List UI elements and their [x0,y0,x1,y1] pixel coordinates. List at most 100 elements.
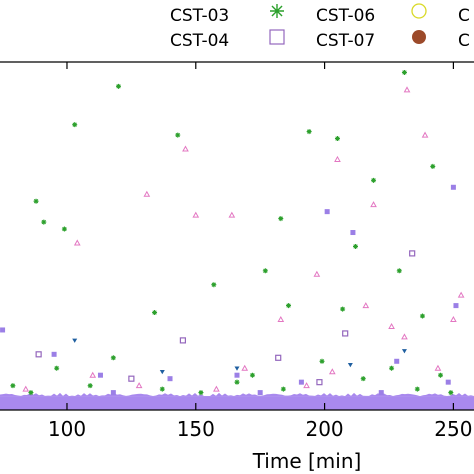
data-point-series-4 [445,379,451,385]
data-point-cst-03 [249,372,255,378]
data-point-series-6 [347,363,353,368]
data-point-series-4 [167,376,173,382]
data-point-series-6 [234,366,240,371]
data-point-cst-03 [33,198,39,204]
axes: 100 150 200 250 [0,61,474,441]
data-point-cst-03 [159,386,165,392]
legend-label-cst-04: CST-04 [170,31,229,51]
x-axis-label: Time [min] [252,449,362,473]
data-point-series-5 [135,382,143,389]
data-point-cst-04 [409,250,416,257]
data-point-series-5 [313,270,321,277]
legend-label-cst-07: CST-07 [316,31,375,51]
data-point-series-4 [378,390,384,396]
x-tick-label: 200 [305,417,343,441]
data-point-series-5 [143,190,151,197]
legend-marker-cst-03 [270,4,284,18]
data-point-cst-03 [116,83,121,89]
data-point-series-4 [350,230,356,236]
baseline-band [0,396,474,410]
data-point-series-5 [89,371,97,378]
data-point-cst-04 [128,375,135,382]
data-point-series-5 [277,315,285,323]
data-point-series-4 [450,184,456,190]
data-point-series-4 [394,358,400,364]
data-point-cst-03 [87,383,93,389]
data-point-cst-03 [41,219,47,225]
data-point-cst-03 [371,177,377,183]
data-point-cst-03 [419,313,425,319]
data-point-cst-03 [401,69,407,75]
data-point-cst-03 [280,386,286,392]
data-point-cst-04 [316,379,323,386]
data-point-cst-03 [152,310,158,316]
data-point-cst-03 [286,303,292,309]
data-point-series-5 [388,322,395,329]
legend-clipped-label: C [458,31,470,51]
data-point-cst-03 [334,136,340,142]
data-point-cst-03 [414,386,420,392]
data-point-series-4 [97,372,103,378]
data-point-cst-03 [72,122,78,128]
data-point-series-5 [450,315,457,323]
data-point-series-5 [421,131,429,138]
data-point-series-4 [453,303,459,309]
data-point-cst-03 [28,390,34,396]
data-point-series-6 [401,349,407,354]
data-point-cst-03 [278,216,284,222]
data-point-series-5 [362,302,370,309]
data-point-series-5 [401,333,408,340]
data-point-cst-03 [438,372,444,378]
baseline-band-edge [0,392,474,397]
data-point-cst-03 [319,358,325,364]
data-point-cst-03 [389,365,395,371]
data-point-cst-03 [448,390,454,396]
data-point-series-6 [72,338,78,343]
data-point-series-5 [303,382,310,389]
legend-clipped-label: C [458,6,470,26]
data-point-series-5 [213,385,220,392]
data-point-cst-03 [353,243,358,249]
data-point-series-4 [257,390,263,396]
data-point-series-5 [228,211,236,218]
data-point-cst-03 [54,365,60,371]
data-point-cst-03 [234,379,240,385]
data-point-cst-03 [430,163,436,169]
data-point-cst-04 [179,337,187,344]
data-point-cst-03 [175,132,181,138]
data-point-cst-03 [306,129,312,135]
legend-label-cst-06: CST-06 [316,6,375,26]
data-point-series-5 [334,155,341,162]
x-tick-label: 100 [48,417,86,441]
data-point-cst-04 [275,354,282,361]
data-point-cst-04 [35,351,42,358]
data-point-cst-03 [61,226,67,232]
legend-marker-cst-06 [411,3,427,19]
legend-label-cst-03: CST-03 [170,6,229,26]
x-tick-label: 250 [434,417,472,441]
data-point-cst-03 [340,306,346,312]
data-point-cst-04 [342,330,349,337]
data-point-series-4 [51,351,57,357]
data-point-series-5 [403,86,411,93]
data-point-series-5 [22,385,30,392]
data-point-cst-03 [396,268,402,274]
data-point-series-4 [234,372,240,378]
x-tick-label: 150 [177,417,215,441]
data-point-cst-03 [10,383,16,389]
data-point-series-5 [182,145,189,152]
data-point-cst-03 [262,268,268,274]
data-point-cst-03 [110,355,116,361]
plot-area [0,69,474,410]
data-point-series-4 [298,379,304,385]
data-point-cst-03 [198,390,204,396]
data-point-series-4 [324,209,330,215]
data-point-series-4 [0,327,6,333]
data-point-series-5 [192,211,200,218]
data-point-series-5 [434,364,442,371]
data-point-series-6 [159,369,165,375]
data-point-series-5 [370,201,377,208]
data-point-series-5 [328,368,336,375]
legend-marker-cst-07 [412,30,426,44]
